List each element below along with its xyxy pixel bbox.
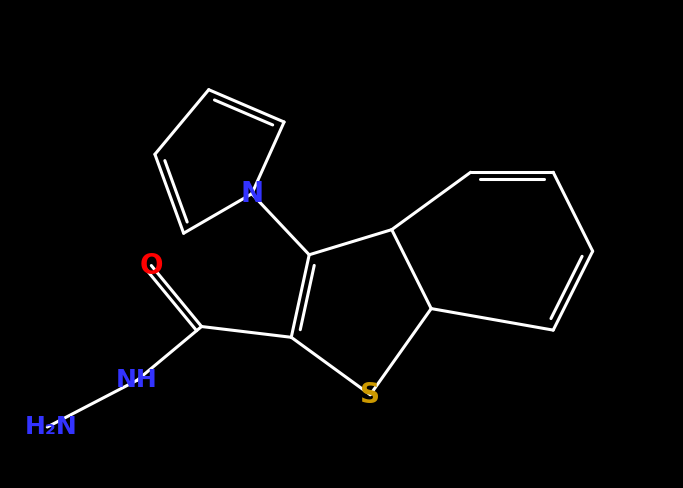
Text: N: N	[240, 180, 264, 208]
Text: S: S	[360, 381, 380, 409]
Text: O: O	[139, 251, 163, 280]
Text: H₂N: H₂N	[25, 415, 77, 439]
Text: NH: NH	[116, 368, 158, 392]
